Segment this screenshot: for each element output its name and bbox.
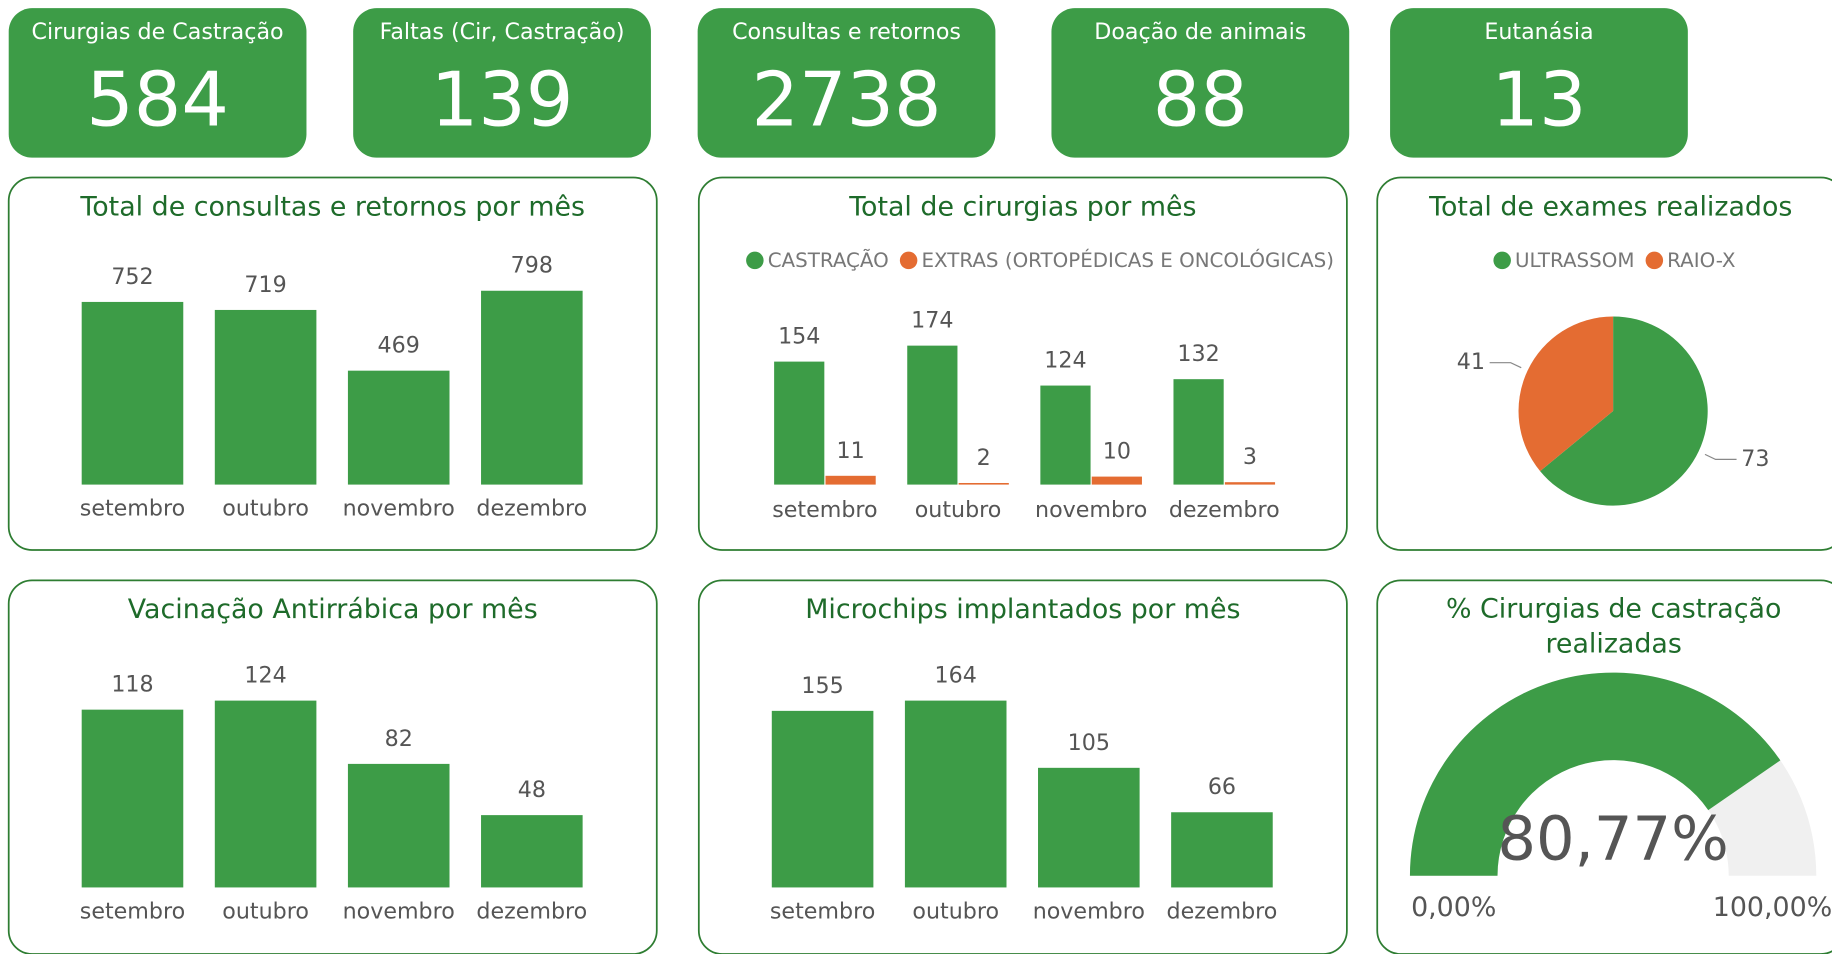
data-label: 105 [1068, 730, 1110, 756]
data-label: 2 [977, 445, 991, 471]
leader-line [1489, 362, 1522, 369]
category-label: novembro [1035, 497, 1147, 523]
kpi-card [8, 8, 307, 158]
bar [1038, 767, 1140, 888]
legend-label: RAIO-X [1667, 249, 1735, 272]
category-label: dezembro [1169, 497, 1280, 523]
bar [81, 301, 184, 485]
kpi-value: 88 [1153, 57, 1248, 144]
data-label: 155 [801, 673, 843, 699]
kpi-label: Faltas (Cir, Castração) [380, 19, 625, 45]
chart-title: % Cirurgias de castração realizadas [1445, 594, 1782, 660]
legend-swatch [746, 251, 764, 270]
data-label: 118 [111, 672, 153, 698]
category-label: setembro [80, 898, 185, 924]
pie-slice [1518, 316, 1614, 472]
leader-line [1704, 453, 1737, 460]
bar [958, 482, 1009, 485]
bar [771, 710, 874, 888]
data-label: 469 [378, 333, 420, 359]
kpi-card [697, 8, 996, 158]
legend-label: EXTRAS (ORTOPÉDICAS E ONCOLÓGICAS) [921, 248, 1334, 272]
bar [1040, 385, 1091, 485]
bar [774, 361, 825, 485]
bar [1173, 379, 1224, 485]
gauge-tick-label: 0,00% [1411, 892, 1496, 923]
category-label: outubro [915, 497, 1002, 523]
data-label: 164 [935, 663, 977, 689]
data-label: 124 [1044, 348, 1086, 374]
gauge-tick-label: 100,00% [1713, 892, 1832, 923]
legend-label: ULTRASSOM [1515, 249, 1634, 272]
kpi-label: Doação de animais [1094, 19, 1306, 45]
data-label: 132 [1177, 341, 1219, 367]
data-label: 124 [244, 663, 286, 689]
data-label: 719 [244, 272, 286, 298]
kpi-value: 13 [1491, 57, 1586, 144]
category-label: setembro [770, 898, 875, 924]
category-label: setembro [80, 496, 185, 522]
kpi-label: Cirurgias de Castração [32, 19, 284, 45]
kpi-label: Eutanásia [1484, 19, 1593, 45]
data-label: 798 [511, 253, 553, 279]
bar [825, 475, 876, 485]
bar [907, 345, 958, 485]
category-label: dezembro [1167, 898, 1278, 924]
category-label: setembro [772, 497, 877, 523]
pie-slice [1540, 316, 1708, 506]
bar [481, 290, 583, 485]
bar [214, 700, 317, 888]
chart-title: Vacinação Antirrábica por mês [128, 594, 538, 625]
legend-swatch [899, 251, 918, 270]
data-label: 41 [1457, 349, 1485, 375]
category-label: outubro [222, 496, 309, 522]
data-label: 174 [911, 308, 953, 334]
kpi-card [1390, 8, 1688, 158]
data-label: 10 [1103, 439, 1131, 465]
bar [214, 309, 317, 485]
bar [1224, 482, 1276, 485]
legend-swatch [1493, 251, 1511, 270]
legend-label: CASTRAÇÃO [768, 249, 889, 272]
bar [904, 700, 1007, 888]
kpi-value: 584 [86, 57, 229, 144]
chart-title: Microchips implantados por mês [805, 594, 1240, 625]
kpi-value: 2738 [751, 57, 941, 144]
chart-title: Total de cirurgias por mês [848, 191, 1196, 222]
data-label: 154 [778, 324, 820, 350]
category-label: outubro [222, 898, 309, 924]
kpi-value: 139 [431, 57, 574, 144]
gauge-fill [1409, 672, 1781, 876]
chart-title: Total de exames realizados [1428, 191, 1792, 222]
legend-swatch [1645, 251, 1664, 270]
kpi-label: Consultas e retornos [732, 19, 961, 45]
category-label: outubro [912, 898, 999, 924]
data-label: 752 [111, 264, 153, 290]
data-label: 11 [837, 438, 865, 464]
kpi-card [353, 8, 651, 158]
category-label: dezembro [476, 496, 587, 522]
category-label: dezembro [476, 898, 587, 924]
data-label: 3 [1243, 444, 1257, 470]
bar [481, 815, 583, 888]
bar [347, 763, 450, 888]
data-label: 73 [1741, 446, 1769, 472]
category-label: novembro [343, 496, 455, 522]
bar [81, 709, 184, 888]
category-label: novembro [343, 898, 455, 924]
category-label: novembro [1033, 898, 1145, 924]
chart-title: Total de consultas e retornos por mês [79, 191, 585, 222]
bar [1171, 812, 1273, 888]
title-box: % Cirurgias de castração realizadas [1445, 594, 1782, 660]
kpi-card [1051, 8, 1350, 158]
data-label: 82 [385, 726, 413, 752]
gauge-value: 80,77% [1497, 805, 1728, 875]
data-label: 66 [1208, 774, 1236, 800]
bar [347, 370, 450, 485]
data-label: 48 [518, 777, 546, 803]
bar [1091, 476, 1142, 485]
